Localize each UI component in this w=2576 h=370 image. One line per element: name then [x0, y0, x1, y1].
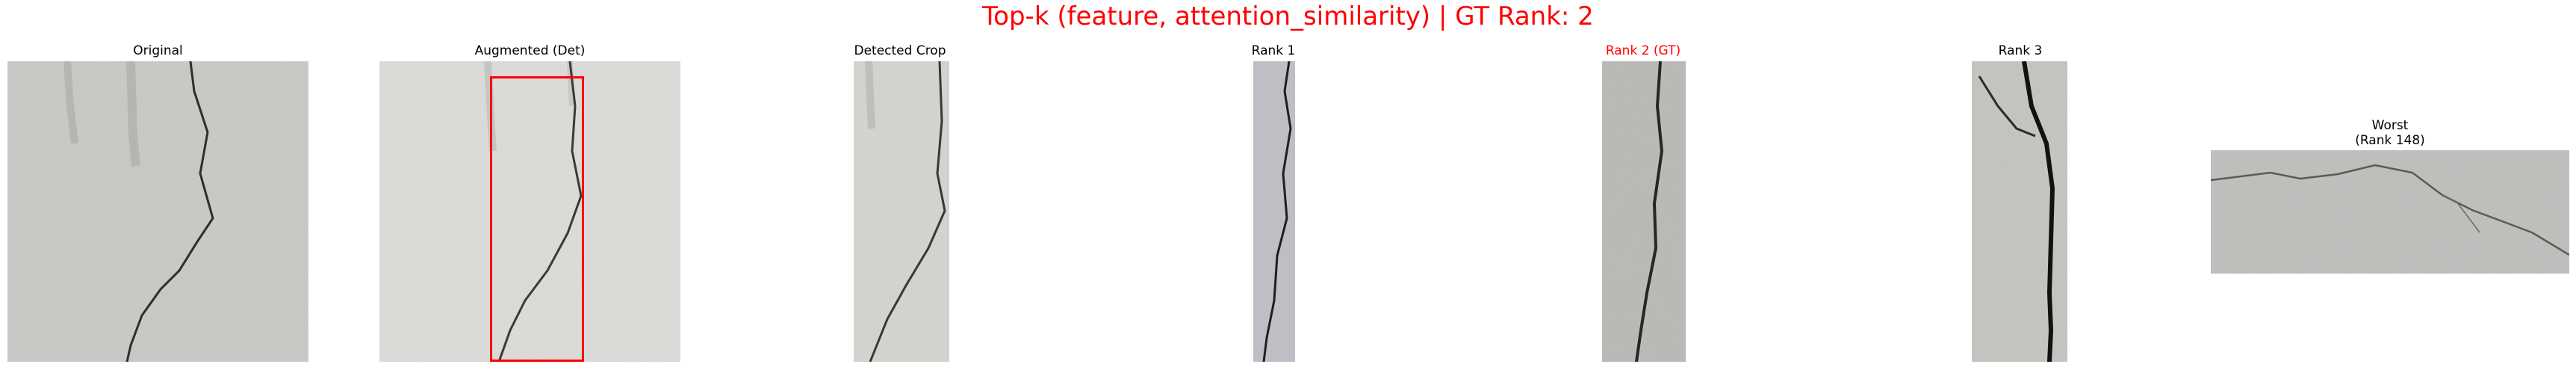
- rank-3-image: [1972, 61, 2067, 362]
- augmented-image: [379, 61, 680, 362]
- panel-title-rank-1: Rank 1: [1251, 43, 1296, 58]
- worst-image: [2211, 150, 2569, 274]
- rank-1-image: [1253, 61, 1295, 362]
- detection-box: [490, 76, 584, 362]
- worst-rank-label: (Rank 148): [2355, 133, 2425, 148]
- panel-title-augmented: Augmented (Det): [474, 43, 586, 58]
- original-image: [7, 61, 308, 362]
- panel-title-detected-crop: Detected Crop: [854, 43, 946, 58]
- panel-title-worst: Worst (Rank 148): [2211, 118, 2569, 148]
- panel-title-rank-2-gt: Rank 2 (GT): [1605, 43, 1681, 58]
- panel-title-original: Original: [133, 43, 183, 58]
- figure-title: Top-k (feature, attention_similarity) | …: [982, 1, 1594, 31]
- rank-2-gt-image: [1602, 61, 1686, 362]
- worst-label: Worst: [2371, 118, 2409, 133]
- detected-crop-image: [854, 61, 949, 362]
- panel-title-rank-3: Rank 3: [1998, 43, 2043, 58]
